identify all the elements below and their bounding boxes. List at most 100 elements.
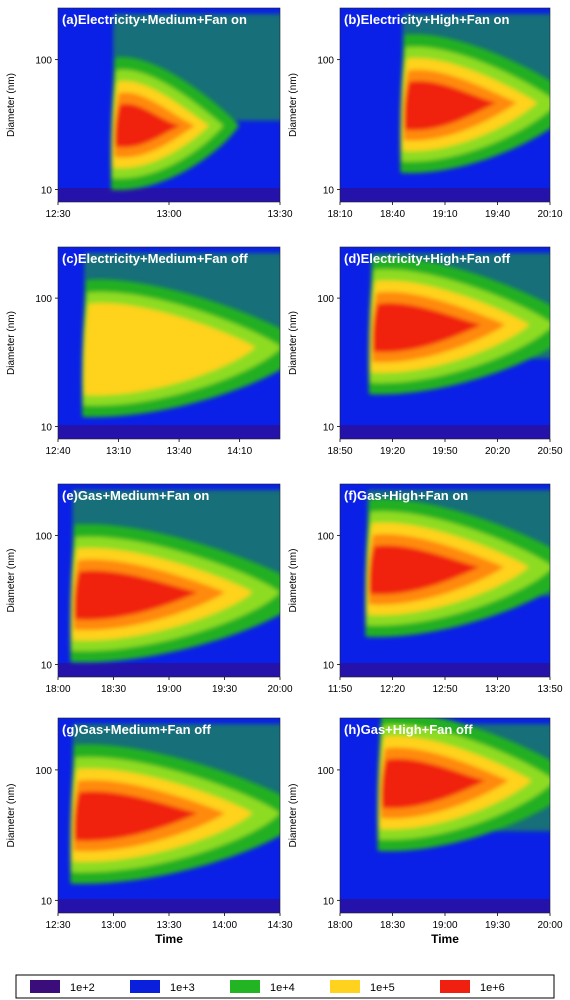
x-tick-label: 13:00 [101, 920, 126, 931]
y-tick-label: 100 [35, 531, 52, 542]
x-tick-label: 11:50 [328, 684, 353, 695]
y-tick-label: 100 [317, 531, 334, 542]
y-tick-label: 10 [323, 660, 335, 671]
plume [70, 490, 280, 663]
x-tick-label: 13:40 [167, 446, 192, 457]
x-tick-label: 18:00 [45, 684, 70, 695]
legend-swatch [230, 980, 260, 993]
panel-title: (d)Electricity+High+Fan off [344, 251, 511, 266]
plume-level-4 [372, 303, 482, 353]
panel-d: (d)Electricity+High+Fan off Diameter (nm)… [288, 246, 563, 457]
legend-label: 1e+2 [70, 982, 95, 994]
legend-swatch [130, 980, 160, 993]
panel-a: (a)Electricity+Medium+Fan on Diameter (nm… [6, 7, 293, 220]
y-axis-label: Diameter (nm) [288, 311, 299, 375]
low-concentration-band [340, 425, 550, 439]
panel-g: (g)Gas+Medium+Fan off Diameter (nm) 10 100 1… [6, 717, 293, 946]
y-tick-label: 100 [317, 766, 334, 777]
plume [400, 14, 550, 174]
legend-item: 1e+4 [230, 980, 295, 994]
heatmap-area [58, 8, 280, 202]
x-tick-label: 13:10 [106, 446, 131, 457]
low-concentration-band [340, 899, 550, 913]
y-tick-label: 100 [35, 766, 52, 777]
x-tick-label: 19:00 [156, 684, 181, 695]
plume [110, 14, 280, 190]
panel-title: (c)Electricity+Medium+Fan off [62, 251, 248, 266]
y-axis-label: Diameter (nm) [6, 311, 17, 375]
y-tick-label: 10 [41, 423, 53, 434]
x-tick-label: 12:40 [45, 446, 70, 457]
legend-item: 1e+2 [30, 980, 95, 994]
x-tick-label: 20:10 [537, 209, 562, 220]
plume-level-4 [381, 758, 486, 809]
legend-label: 1e+4 [270, 982, 295, 994]
x-tick-label: 18:50 [327, 446, 352, 457]
y-tick-label: 100 [35, 294, 52, 305]
low-concentration-band [58, 425, 280, 439]
x-axis-label: Time [155, 932, 183, 946]
low-concentration-band [58, 188, 280, 202]
y-axis-label: Diameter (nm) [288, 73, 299, 137]
y-tick-label: 10 [41, 185, 53, 196]
panel-e: (e)Gas+Medium+Fan on Diameter (nm) 10 100 18… [6, 483, 293, 695]
legend-item: 1e+3 [130, 980, 195, 994]
panel-title: (h)Gas+High+Fan off [344, 722, 473, 737]
legend: 1e+2 1e+3 1e+4 1e+5 1e+6 [15, 974, 555, 999]
x-tick-label: 20:20 [485, 446, 510, 457]
plume [81, 253, 280, 418]
y-axis-label: Diameter (nm) [288, 549, 299, 613]
low-concentration-band [58, 663, 280, 677]
plume [377, 718, 550, 852]
panel-title: (a)Electricity+Medium+Fan on [62, 12, 247, 27]
y-tick-label: 100 [35, 56, 52, 67]
legend-label: 1e+6 [480, 982, 505, 994]
legend-swatch [440, 980, 470, 993]
x-tick-label: 14:10 [227, 446, 252, 457]
x-tick-label: 13:50 [537, 684, 562, 695]
panel-title: (b)Electricity+High+Fan on [344, 12, 509, 27]
x-tick-label: 13:30 [156, 920, 181, 931]
panel-c: (c)Electricity+Medium+Fan off Diameter (n… [6, 246, 281, 457]
plume-level-2 [84, 303, 256, 396]
y-axis-label: Diameter (nm) [6, 73, 17, 137]
x-tick-label: 20:50 [537, 446, 562, 457]
heatmap-area [58, 247, 280, 439]
x-tick-label: 14:00 [212, 920, 237, 931]
x-tick-label: 19:30 [485, 920, 510, 931]
panel-h: (h)Gas+High+Fan off Diameter (nm) 10 100 18:… [288, 717, 563, 946]
legend-item: 1e+5 [330, 980, 395, 994]
x-tick-label: 20:00 [537, 920, 562, 931]
plume-level-4 [404, 80, 497, 131]
y-tick-label: 100 [317, 56, 334, 67]
legend-label: 1e+3 [170, 982, 195, 994]
y-tick-label: 10 [41, 660, 53, 671]
x-tick-label: 18:30 [101, 684, 126, 695]
x-tick-label: 12:20 [380, 684, 405, 695]
heatmap-area [58, 484, 280, 677]
x-tick-label: 19:50 [432, 446, 457, 457]
low-concentration-band [340, 188, 550, 202]
plume [70, 724, 280, 884]
panel-f: (f)Gas+High+Fan on Diameter (nm) 10 100 11:5… [288, 483, 563, 695]
y-axis-label: Diameter (nm) [6, 784, 17, 848]
x-axis-label: Time [431, 932, 459, 946]
x-tick-label: 13:30 [267, 209, 292, 220]
plume-level-4 [74, 791, 198, 841]
panels: (a)Electricity+Medium+Fan on Diameter (nm… [6, 7, 563, 946]
x-tick-label: 12:50 [432, 684, 457, 695]
y-axis-label: Diameter (nm) [6, 549, 17, 613]
x-tick-label: 19:30 [212, 684, 237, 695]
heatmap-area [340, 8, 550, 202]
legend-swatch [30, 980, 60, 993]
panel-title: (e)Gas+Medium+Fan on [62, 488, 209, 503]
y-tick-label: 10 [41, 896, 53, 907]
plume-level-4 [369, 545, 480, 595]
x-tick-label: 18:30 [380, 920, 405, 931]
y-tick-label: 10 [323, 185, 335, 196]
y-axis-label: Diameter (nm) [288, 784, 299, 848]
legend-label: 1e+5 [370, 982, 395, 994]
y-tick-label: 10 [323, 423, 335, 434]
heatmap-area [340, 247, 550, 439]
